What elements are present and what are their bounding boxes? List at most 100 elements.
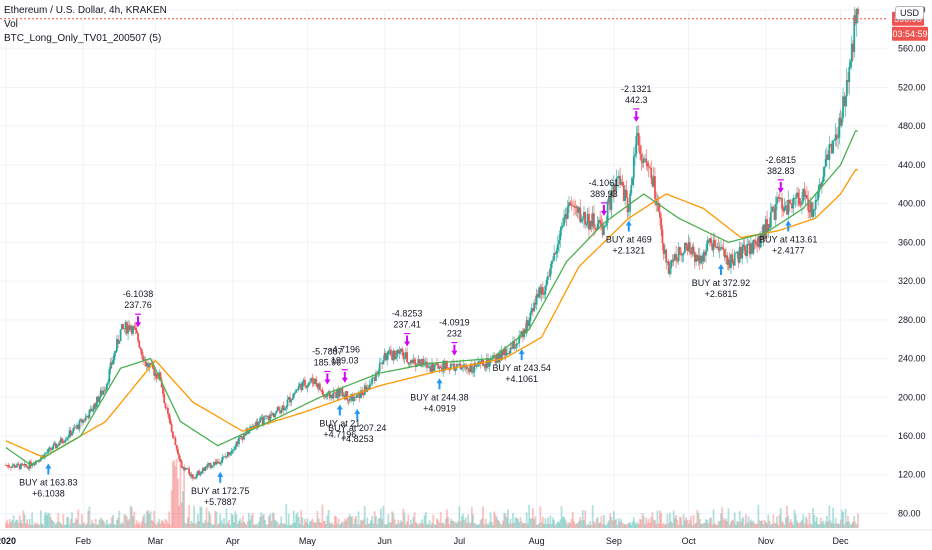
- volume-bar: [722, 517, 725, 528]
- candle-body: [367, 387, 370, 390]
- volume-indicator-label[interactable]: Vol: [4, 19, 18, 30]
- volume-bar: [377, 518, 380, 528]
- candle-body: [149, 362, 152, 365]
- sell-arrow: [135, 316, 142, 328]
- volume-bar: [533, 519, 536, 528]
- candle-body: [23, 463, 26, 466]
- volume-bar: [101, 519, 103, 528]
- buy-arrow: [354, 408, 361, 420]
- candle-body: [179, 459, 182, 462]
- volume-bar: [69, 519, 72, 528]
- candle-body: [381, 362, 384, 364]
- sell-price: 237.76: [124, 300, 152, 310]
- volume-bar: [510, 523, 513, 528]
- volume-bar: [728, 524, 731, 528]
- time-axis[interactable]: 2020 Feb Mar Apr May Jun Jul Aug Sep Oct Nov Dec: [0, 536, 849, 546]
- candle-body: [773, 208, 776, 220]
- volume-bar: [185, 523, 188, 528]
- volume-bar: [702, 522, 705, 528]
- candle-body: [391, 354, 394, 360]
- volume-bar: [31, 512, 34, 528]
- volume-bar: [261, 515, 264, 528]
- candle-body: [558, 240, 560, 245]
- volume-bar: [347, 516, 350, 528]
- volume-bar: [378, 517, 381, 528]
- volume-bar: [386, 523, 389, 528]
- candle-body: [139, 347, 142, 350]
- candle-body: [649, 167, 651, 168]
- candle-body: [678, 247, 681, 253]
- volume-bar: [814, 521, 817, 528]
- volume-bar: [708, 518, 711, 528]
- volume-bar: [726, 521, 729, 528]
- candle-body: [591, 213, 594, 227]
- sell-price: 442.3: [625, 95, 648, 105]
- candle-body: [475, 366, 478, 367]
- candle-body: [119, 329, 122, 342]
- volume-bar: [473, 523, 476, 528]
- candle-body: [538, 287, 541, 298]
- candle-body: [782, 208, 785, 212]
- candle-body: [189, 473, 192, 477]
- currency-button[interactable]: USD: [894, 6, 924, 20]
- volume-bar: [330, 523, 333, 528]
- candle-body: [414, 362, 417, 367]
- volume-bar: [341, 521, 344, 528]
- candle-body: [83, 419, 86, 421]
- price-axis-bg[interactable]: [890, 0, 932, 530]
- candle-body: [322, 393, 325, 395]
- volume-bar: [340, 523, 342, 528]
- candle-body: [122, 324, 124, 329]
- candle-body: [683, 242, 686, 253]
- candle-body: [184, 468, 187, 471]
- candle-body: [571, 205, 574, 207]
- candle-body: [767, 224, 770, 232]
- candle-body: [464, 366, 467, 368]
- candle-body: [818, 184, 821, 192]
- sell-arrow: [341, 371, 348, 383]
- candle-body: [507, 353, 509, 354]
- volume-bar: [125, 516, 128, 528]
- volume-bar: [783, 524, 786, 528]
- candle-body: [670, 260, 673, 269]
- sell-arrow: [600, 204, 607, 216]
- volume-bar: [614, 519, 617, 528]
- candle-body: [204, 466, 207, 471]
- volume-bar: [115, 519, 118, 528]
- candle-body: [825, 154, 828, 159]
- volume-bar: [687, 523, 690, 528]
- volume-bar: [703, 522, 706, 528]
- strategy-label[interactable]: BTC_Long_Only_TV01_200507 (5): [4, 33, 162, 44]
- volume-bar: [23, 514, 26, 528]
- volume-bar: [36, 522, 39, 528]
- candle-body: [380, 362, 382, 364]
- candle-body: [742, 244, 745, 248]
- candle-body: [402, 352, 405, 359]
- volume-bar: [459, 521, 462, 528]
- volume-bar: [544, 518, 547, 528]
- volume-bar: [98, 519, 101, 528]
- candle-body: [713, 240, 716, 247]
- candle-body: [198, 470, 200, 476]
- candle-body: [299, 383, 301, 386]
- volume-bar: [447, 517, 450, 528]
- candle-body: [629, 193, 631, 212]
- candle-body: [332, 392, 335, 399]
- candle-body: [721, 247, 724, 249]
- sell-price: 237.41: [393, 320, 421, 330]
- volume-bar: [236, 523, 239, 528]
- volume-bar: [771, 524, 773, 528]
- volume-bar: [321, 504, 324, 528]
- volume-bar: [164, 518, 167, 528]
- candle-body: [740, 247, 742, 259]
- symbol-title[interactable]: Ethereum / U.S. Dollar, 4h, KRAKEN: [4, 5, 167, 16]
- volume-bar: [68, 524, 71, 528]
- volume-bar: [87, 510, 90, 528]
- volume-bar: [692, 515, 695, 528]
- candle-body: [736, 251, 739, 253]
- volume-bar: [822, 520, 825, 528]
- volume-bar: [529, 518, 532, 528]
- candle-body: [452, 364, 455, 365]
